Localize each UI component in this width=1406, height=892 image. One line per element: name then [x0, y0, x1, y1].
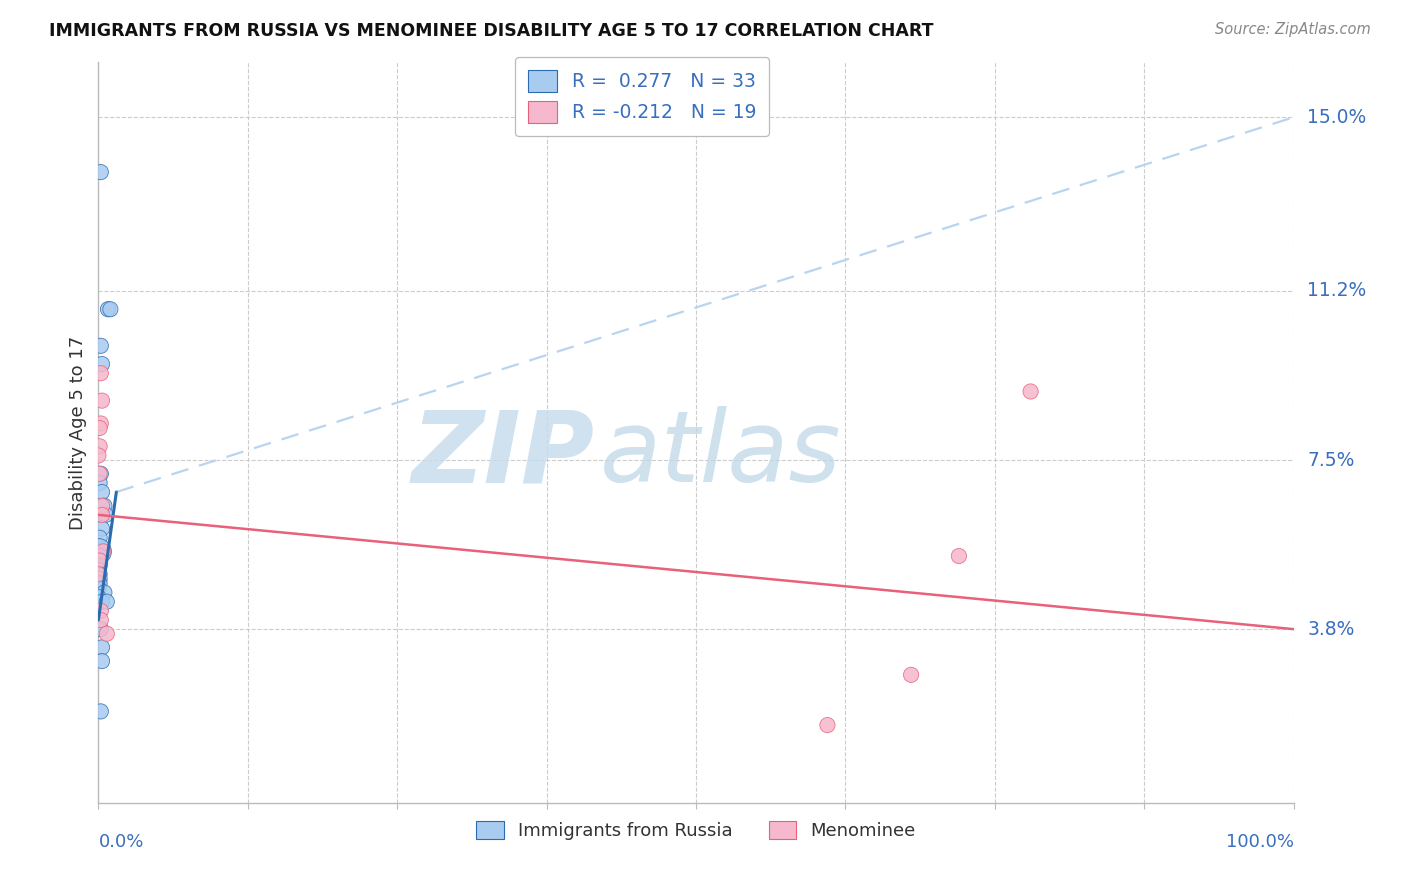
Point: [98, 302, 122, 317]
Point: [96, 595, 118, 609]
Point: [94, 508, 117, 522]
Point: [948, 549, 970, 563]
Point: [93, 585, 115, 599]
Point: [89, 576, 111, 591]
Point: [97, 302, 120, 317]
Point: [90, 366, 112, 380]
Point: [89, 439, 111, 453]
Text: ZIP: ZIP: [412, 407, 595, 503]
Text: Source: ZipAtlas.com: Source: ZipAtlas.com: [1215, 22, 1371, 37]
Point: [89, 553, 111, 567]
Point: [87, 567, 110, 582]
Point: [89, 567, 111, 582]
Text: 15.0%: 15.0%: [1308, 108, 1367, 127]
Point: [89, 421, 111, 435]
Text: 11.2%: 11.2%: [1308, 282, 1367, 301]
Point: [815, 718, 838, 732]
Point: [89, 531, 111, 545]
Point: [87, 581, 110, 595]
Point: [89, 544, 111, 558]
Point: [1019, 384, 1042, 399]
Point: [90, 705, 112, 719]
Point: [89, 475, 111, 490]
Point: [91, 654, 114, 668]
Point: [91, 485, 114, 500]
Point: [91, 640, 114, 655]
Point: [91, 595, 114, 609]
Point: [89, 572, 111, 586]
Point: [91, 522, 114, 536]
Point: [89, 467, 111, 481]
Point: [90, 549, 112, 563]
Legend: Immigrants from Russia, Menominee: Immigrants from Russia, Menominee: [467, 812, 925, 849]
Point: [87, 563, 110, 577]
Point: [93, 499, 115, 513]
Point: [90, 339, 112, 353]
Text: 3.8%: 3.8%: [1308, 620, 1355, 639]
Point: [90, 622, 112, 636]
Point: [89, 558, 111, 573]
Point: [90, 165, 112, 179]
Point: [91, 508, 114, 522]
Point: [87, 544, 110, 558]
Point: [90, 604, 112, 618]
Text: atlas: atlas: [600, 407, 842, 503]
Text: 7.5%: 7.5%: [1308, 450, 1355, 469]
Point: [96, 626, 118, 640]
Point: [87, 567, 110, 582]
Point: [91, 544, 114, 558]
Text: 0.0%: 0.0%: [98, 833, 143, 851]
Point: [91, 393, 114, 408]
Text: 100.0%: 100.0%: [1226, 833, 1294, 851]
Point: [90, 613, 112, 627]
Point: [87, 576, 110, 591]
Point: [87, 449, 110, 463]
Point: [91, 357, 114, 371]
Point: [900, 668, 922, 682]
Point: [87, 558, 110, 573]
Point: [87, 590, 110, 604]
Text: IMMIGRANTS FROM RUSSIA VS MENOMINEE DISABILITY AGE 5 TO 17 CORRELATION CHART: IMMIGRANTS FROM RUSSIA VS MENOMINEE DISA…: [49, 22, 934, 40]
Point: [91, 499, 114, 513]
Y-axis label: Disability Age 5 to 17: Disability Age 5 to 17: [69, 335, 87, 530]
Point: [90, 417, 112, 431]
Point: [90, 467, 112, 481]
Point: [89, 540, 111, 554]
